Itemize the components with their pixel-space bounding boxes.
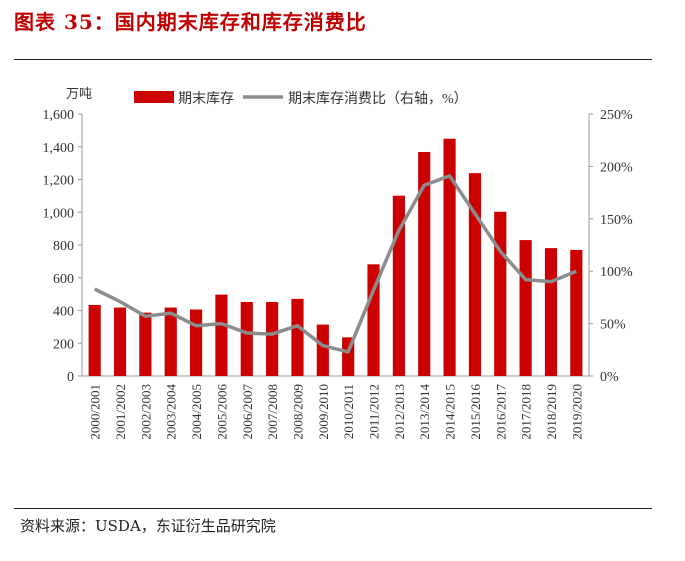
- left-unit-label: 万吨: [66, 86, 92, 101]
- chart: 0 200 400 600 800 1,000 1,200 1,400 1,600 0% 50% 10…: [43, 86, 634, 440]
- x-tick-label: 2005/2006: [214, 384, 229, 440]
- x-tick-label: 2008/2009: [290, 384, 305, 440]
- x-tick-label: 2010/2011: [341, 384, 356, 439]
- x-tick-label: 2004/2005: [189, 384, 204, 440]
- left-tick-label: 200: [53, 337, 74, 352]
- bar-2015/2016: [468, 173, 482, 376]
- bar-2004/2005: [189, 309, 203, 376]
- figure-title: 图表 35：国内期末库存和库存消费比: [14, 10, 367, 34]
- x-tick-label: 2000/2001: [88, 384, 103, 440]
- legend-bar-label: 期末库存: [178, 91, 234, 107]
- source-note: 资料来源：USDA，东证衍生品研究院: [20, 517, 276, 535]
- bar-2002/2003: [139, 312, 152, 376]
- bar-2003/2004: [164, 307, 177, 376]
- bar-2006/2007: [240, 301, 253, 376]
- x-tick-label: 2007/2008: [265, 384, 280, 440]
- left-tick-label: 600: [53, 272, 74, 287]
- x-tick-label: 2001/2002: [113, 384, 128, 440]
- right-tick-label: 250%: [600, 108, 633, 123]
- right-tick-label: 100%: [600, 265, 633, 280]
- bar-2001/2002: [113, 307, 127, 376]
- left-tick-label: 800: [53, 239, 74, 254]
- left-tick-label: 1,000: [43, 206, 75, 221]
- bar-2017/2018: [519, 240, 532, 376]
- left-tick-label: 1,600: [43, 108, 75, 123]
- right-tick-label: 50%: [600, 318, 626, 333]
- bar-2013/2014: [418, 151, 431, 376]
- bar-2005/2006: [215, 294, 228, 376]
- left-tick-label: 0: [67, 370, 74, 385]
- x-tick-label: 2009/2010: [316, 384, 331, 440]
- top-rule: [14, 59, 652, 60]
- ratio-line: [93, 174, 577, 354]
- x-tick-label: 2015/2016: [468, 384, 483, 440]
- x-tick-label: 2003/2004: [164, 384, 179, 440]
- left-tick-label: 1,400: [43, 141, 75, 156]
- x-tick-label: 2012/2013: [392, 384, 407, 440]
- bar-2019/2020: [570, 249, 583, 376]
- x-tick-label: 2018/2019: [544, 384, 559, 440]
- bar-2011/2012: [367, 264, 380, 376]
- bar-2014/2015: [443, 138, 456, 376]
- x-tick-label: 2011/2012: [367, 384, 382, 439]
- right-tick-label: 200%: [600, 160, 633, 175]
- left-tick-label: 1,200: [43, 174, 75, 189]
- bar-2008/2009: [291, 298, 304, 376]
- right-tick-label: 150%: [600, 213, 633, 228]
- x-tick-label: 2016/2017: [493, 384, 508, 440]
- legend-bar-swatch: [134, 91, 174, 103]
- x-tick-label: 2013/2014: [417, 384, 432, 440]
- x-tick-label: 2002/2003: [138, 384, 153, 440]
- bar-2009/2010: [316, 324, 329, 376]
- bar-2018/2019: [544, 248, 558, 376]
- x-tick-label: 2017/2018: [519, 384, 534, 440]
- bar-2007/2008: [266, 301, 279, 376]
- legend-line-label: 期末库存消费比（右轴，%）: [288, 91, 468, 107]
- bottom-rule: [14, 508, 652, 509]
- x-tick-label: 2019/2020: [569, 384, 584, 440]
- x-tick-label: 2006/2007: [240, 384, 255, 440]
- bar-2000/2001: [88, 304, 101, 376]
- right-tick-label: 0%: [600, 370, 619, 385]
- bar-2016/2017: [494, 211, 507, 376]
- x-tick-label: 2014/2015: [443, 384, 458, 440]
- left-tick-label: 400: [53, 305, 74, 320]
